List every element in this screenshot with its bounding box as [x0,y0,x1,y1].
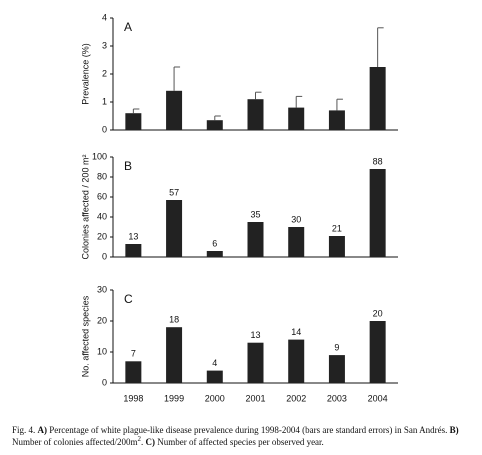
panel-label: C [124,292,133,306]
x-tick-label: 2004 [368,393,388,403]
caption-text: . [141,437,146,447]
data-label: 4 [212,358,217,368]
data-label: 20 [373,308,383,318]
bar [328,236,345,257]
x-tick-label: 2003 [327,393,347,403]
bar [166,90,183,130]
caption: Fig. 4. A) Percentage of white plague-li… [12,424,477,448]
y-axis-label: Colonies affected / 200 m² [80,155,90,260]
y-tick-label: 20 [97,315,107,325]
panel-label: B [124,159,132,173]
bar [247,342,264,383]
bar [369,67,386,130]
y-tick-label: 0 [102,251,107,261]
data-label: 35 [250,209,260,219]
caption-text: Number of affected species per observed … [155,437,324,447]
bar [288,107,305,130]
data-label: 18 [169,315,179,325]
x-tick-label: 2000 [205,393,225,403]
x-tick-label: 1998 [123,393,143,403]
y-tick-label: 2 [102,68,107,78]
y-tick-label: 0 [102,124,107,134]
y-tick-label: 30 [97,284,107,294]
y-tick-label: 0 [102,377,107,387]
caption-text: Percentage of white plague-like disease … [47,425,450,435]
caption-text: B) [449,425,459,435]
data-label: 21 [332,223,342,233]
y-tick-label: 4 [102,12,107,22]
data-label: 88 [373,156,383,166]
panel-label: A [124,20,132,34]
data-label: 30 [291,214,301,224]
y-axis-label: No. affected species [80,295,90,377]
y-tick-label: 10 [97,346,107,356]
data-label: 7 [131,349,136,359]
x-tick-label: 1999 [164,393,184,403]
caption-text: Fig. 4. [12,425,38,435]
data-label: 13 [250,330,260,340]
bar [247,222,264,257]
data-label: 14 [291,327,301,337]
bar [206,120,223,130]
bar [166,327,183,383]
bar [125,361,142,383]
data-label: 9 [334,342,339,352]
bar [288,227,305,257]
bar [206,251,223,257]
bar [206,370,223,383]
y-tick-label: 3 [102,40,107,50]
caption-text: Number of colonies affected/200m [12,437,138,447]
chart: A Prevalence (%) 0 1 2 3 4 B Colonies affected /… [80,12,398,403]
caption-text: C) [145,437,156,447]
y-tick-label: 20 [97,231,107,241]
caption-text: A) [37,425,48,435]
bar [328,355,345,383]
bar [288,339,305,383]
bar [247,99,264,130]
bar [125,113,142,130]
data-label: 13 [128,231,138,241]
data-label: 6 [212,238,217,248]
bar [328,110,345,130]
bar [166,200,183,257]
bar [369,169,386,257]
y-tick-label: 60 [97,191,107,201]
data-label: 57 [169,187,179,197]
bar [125,244,142,257]
y-tick-label: 80 [97,171,107,181]
x-tick-label: 2002 [286,393,306,403]
y-tick-label: 100 [92,151,107,161]
y-tick-label: 1 [102,96,107,106]
y-tick-label: 40 [97,211,107,221]
x-tick-label: 2001 [245,393,265,403]
y-axis-label: Prevalence (%) [80,43,90,105]
caption-text: 2 [137,435,142,443]
bar [369,321,386,383]
